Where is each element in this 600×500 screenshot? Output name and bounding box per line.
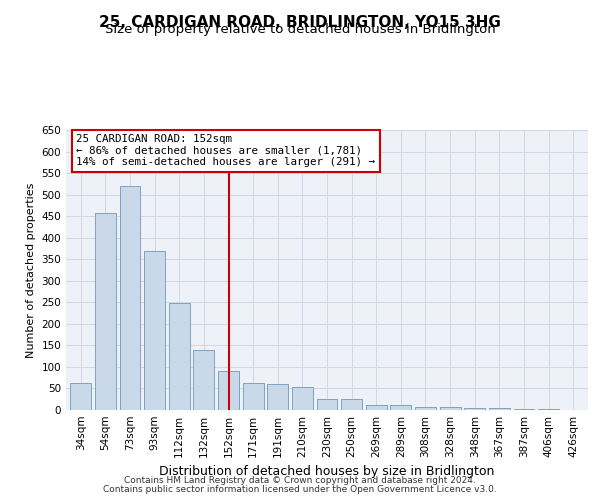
- Bar: [119, 186, 140, 410]
- X-axis label: Distribution of detached houses by size in Bridlington: Distribution of detached houses by size …: [160, 466, 494, 478]
- Bar: [95, 212, 116, 410]
- Bar: [391, 406, 412, 410]
- Bar: [489, 408, 510, 410]
- Bar: [366, 406, 387, 410]
- Bar: [317, 399, 337, 410]
- Text: 25 CARDIGAN ROAD: 152sqm
← 86% of detached houses are smaller (1,781)
14% of sem: 25 CARDIGAN ROAD: 152sqm ← 86% of detach…: [76, 134, 376, 168]
- Bar: [267, 384, 288, 410]
- Text: Contains public sector information licensed under the Open Government Licence v3: Contains public sector information licen…: [103, 485, 497, 494]
- Bar: [218, 371, 239, 410]
- Bar: [193, 350, 214, 410]
- Text: Size of property relative to detached houses in Bridlington: Size of property relative to detached ho…: [104, 22, 496, 36]
- Bar: [70, 384, 91, 410]
- Bar: [415, 408, 436, 410]
- Bar: [341, 399, 362, 410]
- Bar: [292, 386, 313, 410]
- Bar: [169, 303, 190, 410]
- Bar: [538, 409, 559, 410]
- Y-axis label: Number of detached properties: Number of detached properties: [26, 182, 36, 358]
- Text: Contains HM Land Registry data © Crown copyright and database right 2024.: Contains HM Land Registry data © Crown c…: [124, 476, 476, 485]
- Bar: [144, 252, 165, 410]
- Bar: [464, 408, 485, 410]
- Bar: [440, 407, 461, 410]
- Bar: [242, 384, 263, 410]
- Text: 25, CARDIGAN ROAD, BRIDLINGTON, YO15 3HG: 25, CARDIGAN ROAD, BRIDLINGTON, YO15 3HG: [99, 15, 501, 30]
- Bar: [514, 408, 535, 410]
